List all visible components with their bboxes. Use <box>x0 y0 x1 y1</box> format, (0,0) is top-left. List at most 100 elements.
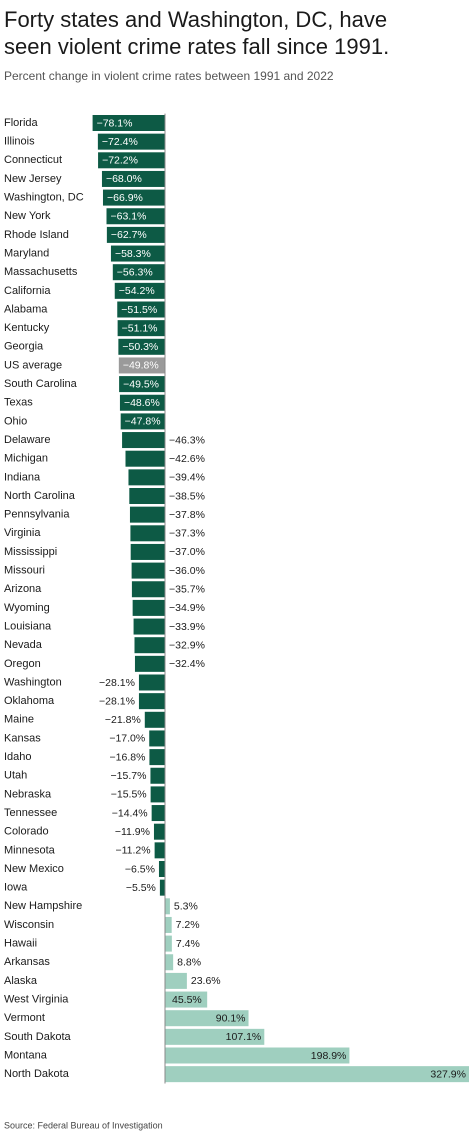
value-label: −63.1% <box>110 211 146 223</box>
bar <box>98 152 165 169</box>
value-label: −72.4% <box>102 136 138 148</box>
category-label: Alabama <box>4 303 48 315</box>
value-label: −15.7% <box>111 770 147 782</box>
bar <box>131 562 165 579</box>
bar <box>165 935 172 952</box>
value-label: −37.8% <box>169 509 205 521</box>
category-label: Vermont <box>4 1012 45 1024</box>
bar <box>149 749 165 766</box>
value-label: −21.8% <box>105 714 141 726</box>
category-label: Hawaii <box>4 938 37 950</box>
category-label: Massachusetts <box>4 266 78 278</box>
bar <box>106 226 165 243</box>
bar <box>119 394 165 411</box>
value-label: −37.3% <box>169 528 205 540</box>
category-label: Kentucky <box>4 322 50 334</box>
bar <box>138 674 165 691</box>
category-label: Maryland <box>4 247 49 259</box>
value-label: −48.6% <box>124 397 160 409</box>
category-label: New Hampshire <box>4 900 82 912</box>
bar <box>128 469 165 486</box>
value-label: −28.1% <box>99 695 135 707</box>
value-label: −56.3% <box>117 266 153 278</box>
chart-title: Forty states and Washington, DC, have <box>4 7 387 32</box>
category-label: New Jersey <box>4 173 62 185</box>
value-label: −49.5% <box>123 378 159 390</box>
bar <box>117 301 165 318</box>
value-label: −78.1% <box>97 117 133 129</box>
category-label: Delaware <box>4 434 50 446</box>
bar <box>165 1010 249 1027</box>
bar <box>149 730 165 747</box>
category-label: Georgia <box>4 341 44 353</box>
bar <box>118 357 165 374</box>
value-label: −17.0% <box>109 733 145 745</box>
bar <box>165 972 187 989</box>
bar <box>117 320 165 337</box>
value-label: 8.8% <box>177 957 201 969</box>
value-label: −5.5% <box>126 882 156 894</box>
value-label: 45.5% <box>172 994 202 1006</box>
category-label: US average <box>4 359 62 371</box>
value-label: 198.9% <box>311 1050 347 1062</box>
category-label: Montana <box>4 1049 48 1061</box>
category-label: Iowa <box>4 882 28 894</box>
value-label: −66.9% <box>107 192 143 204</box>
bar <box>158 861 165 877</box>
category-label: Washington <box>4 676 62 688</box>
value-label: −15.5% <box>111 789 147 801</box>
category-label: South Carolina <box>4 378 78 390</box>
category-label: Missouri <box>4 565 45 577</box>
category-label: Connecticut <box>4 154 62 166</box>
value-label: −68.0% <box>106 173 142 185</box>
value-label: −36.0% <box>169 565 205 577</box>
value-label: −54.2% <box>119 285 155 297</box>
bar <box>159 879 165 896</box>
bar <box>130 543 165 560</box>
bar <box>153 823 165 840</box>
value-label: 327.9% <box>430 1068 466 1080</box>
category-label: Minnesota <box>4 844 56 856</box>
category-label: Arizona <box>4 583 42 595</box>
category-label: Washington, DC <box>4 192 84 204</box>
value-label: 23.6% <box>191 975 221 987</box>
bar <box>119 376 165 393</box>
bar <box>134 637 165 654</box>
category-label: Rhode Island <box>4 229 69 241</box>
bar <box>165 898 170 915</box>
bar <box>129 506 165 523</box>
bar <box>118 338 165 355</box>
category-label: Oklahoma <box>4 695 55 707</box>
category-label: Texas <box>4 397 33 409</box>
category-label: Tennessee <box>4 807 57 819</box>
value-label: 90.1% <box>216 1012 246 1024</box>
category-label: Nebraska <box>4 788 52 800</box>
bar <box>165 991 208 1008</box>
bar <box>114 282 165 299</box>
category-label: Illinois <box>4 136 35 148</box>
value-label: −62.7% <box>111 229 147 241</box>
bar <box>112 264 165 281</box>
value-label: −35.7% <box>169 584 205 596</box>
value-label: −42.6% <box>169 453 205 465</box>
value-label: −47.8% <box>125 416 161 428</box>
bar <box>154 842 165 859</box>
category-label: Nevada <box>4 639 43 651</box>
category-label: Utah <box>4 770 27 782</box>
category-label: Maine <box>4 714 34 726</box>
value-label: −14.4% <box>112 807 148 819</box>
bar <box>129 488 165 504</box>
category-label: South Dakota <box>4 1031 72 1043</box>
value-label: −6.5% <box>125 863 155 875</box>
category-label: Wyoming <box>4 602 50 614</box>
value-label: −32.4% <box>169 658 205 670</box>
category-label: Virginia <box>4 527 41 539</box>
category-label: West Virginia <box>4 993 69 1005</box>
value-label: −32.9% <box>169 639 205 651</box>
value-label: −51.1% <box>122 322 158 334</box>
value-label: −16.8% <box>110 751 146 763</box>
bar <box>151 805 165 822</box>
value-label: −50.3% <box>122 341 158 353</box>
bar <box>165 1028 265 1045</box>
value-label: −37.0% <box>169 546 205 558</box>
